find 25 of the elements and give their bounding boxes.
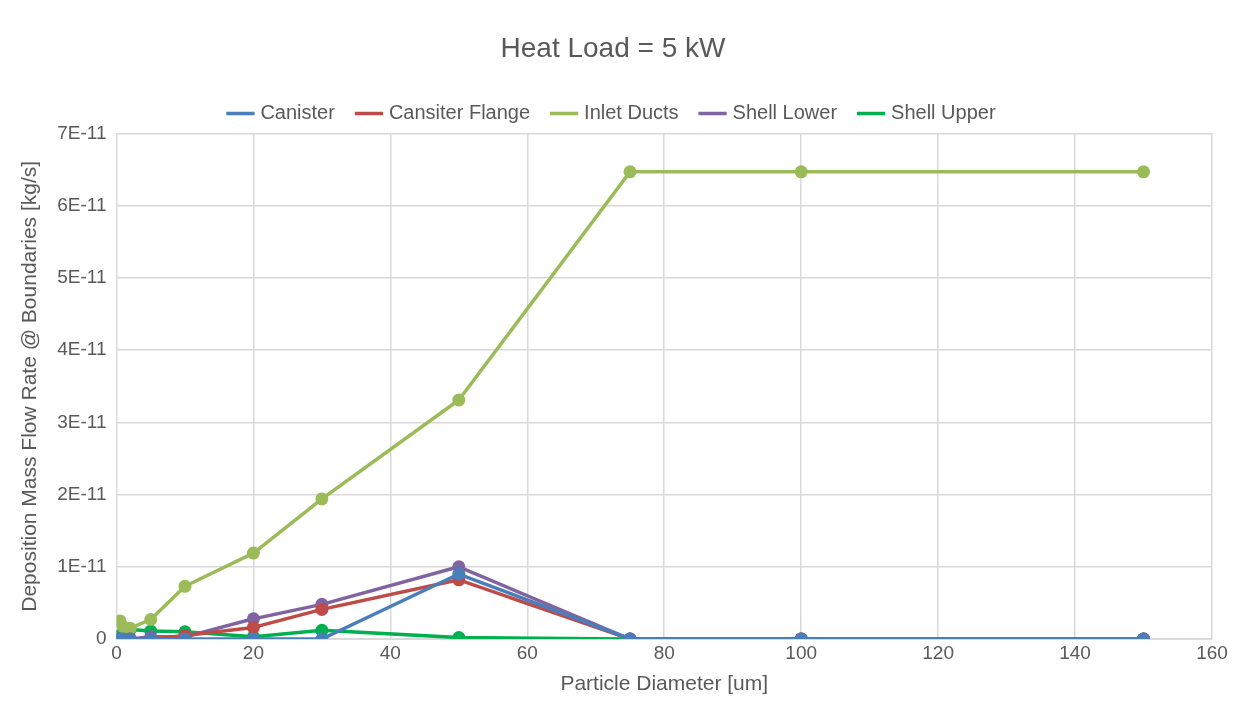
legend-label: Cansiter Flange <box>388 101 531 124</box>
y-tick-label: 5E-11 <box>57 266 107 288</box>
y-axis-title: Deposition Mass Flow Rate @ Boundaries [kg/s] <box>17 160 41 612</box>
chart-title: Heat Load = 5 kW <box>500 31 727 63</box>
y-tick-label: 4E-11 <box>57 338 107 360</box>
legend-label: Canister <box>260 101 336 124</box>
legend-label: Shell Lower <box>732 101 838 124</box>
legend-label: Shell Upper <box>891 101 996 124</box>
x-tick-label: 160 <box>1196 641 1228 663</box>
legend-label: Inlet Ducts <box>584 101 679 124</box>
y-tick-label: 6E-11 <box>57 194 107 216</box>
x-tick-label: 60 <box>516 641 538 663</box>
y-tick-label: 1E-11 <box>57 555 107 577</box>
x-tick-label: 140 <box>1059 641 1091 663</box>
y-tick-label: 7E-11 <box>57 121 107 143</box>
x-tick-label: 20 <box>242 641 264 663</box>
y-tick-label: 3E-11 <box>57 410 107 432</box>
x-tick-label: 100 <box>785 641 818 663</box>
x-tick-label: 120 <box>922 641 954 663</box>
x-axis-title: Particle Diameter [um] <box>560 671 769 695</box>
x-tick-label: 80 <box>653 641 675 663</box>
x-tick-label: 40 <box>379 641 401 663</box>
y-tick-label: 0 <box>95 627 107 649</box>
x-tick-label: 0 <box>111 641 122 663</box>
y-tick-label: 2E-11 <box>57 482 107 504</box>
